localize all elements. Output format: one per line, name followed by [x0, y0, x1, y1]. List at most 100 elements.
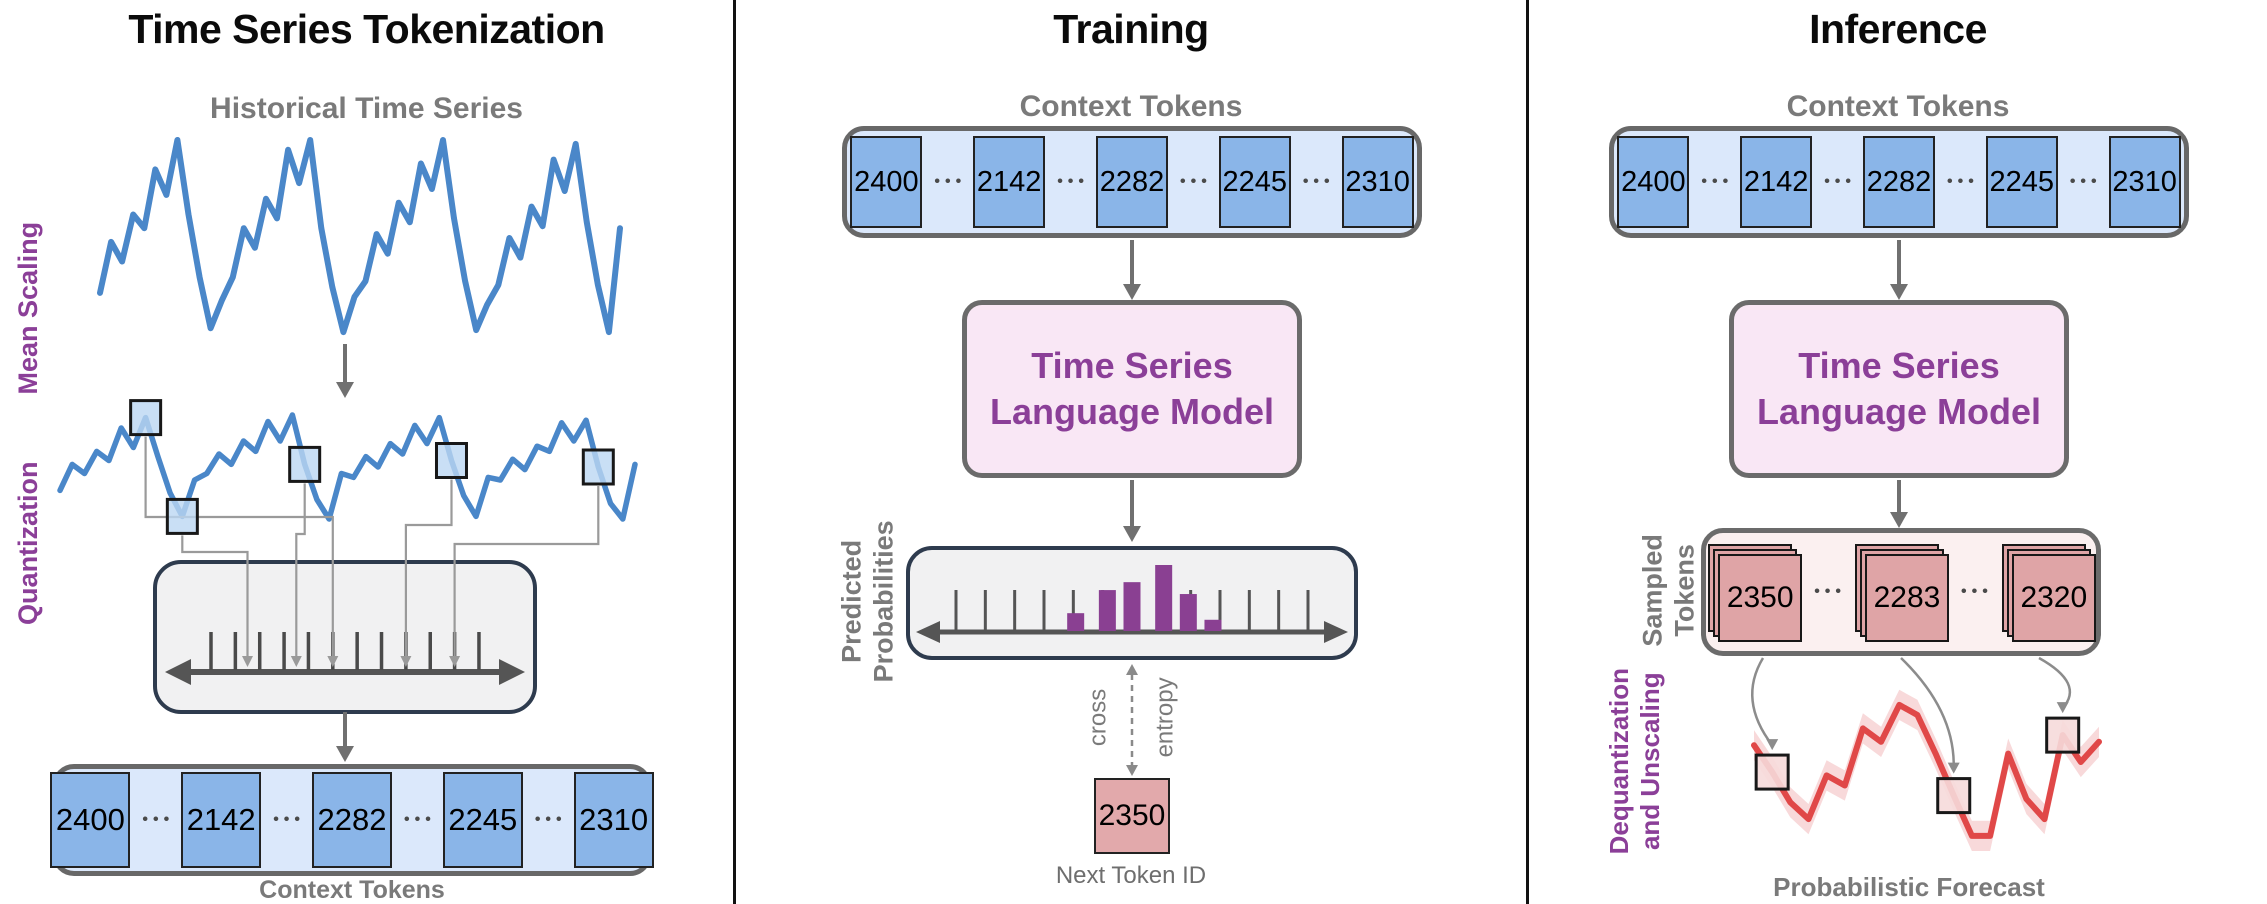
model-name-line2: Language Model [1756, 391, 2041, 432]
highlight-square [165, 497, 199, 535]
token-2142: 2142 [1740, 136, 1813, 228]
quantization-number-line [165, 659, 525, 685]
down-arrow-icon [1890, 240, 1908, 300]
arrowhead-icon [1947, 762, 1960, 774]
token-2142: 2142 [973, 136, 1046, 228]
context-token-row: 2400 ••• 2142 ••• 2282 ••• 2245 ••• 2310 [842, 126, 1422, 238]
quantization-connector [453, 486, 600, 656]
token-2245: 2245 [442, 772, 523, 868]
ellipsis-dots: ••• [1814, 583, 1846, 600]
sampled-token-arrow [1751, 657, 1774, 746]
connector-arrowhead-icon [242, 656, 253, 667]
probabilistic-forecast-chart [1751, 656, 2102, 851]
ellipsis-dots: ••• [1057, 173, 1089, 190]
quantization-connector [404, 479, 453, 656]
tokenization-diagram [57, 137, 638, 762]
scaled-series-line [57, 412, 638, 522]
ellipsis-dots: ••• [1701, 173, 1734, 190]
highlight-square [581, 448, 615, 486]
token-2400: 2400 [50, 772, 131, 868]
sampled-token-row: 2350 ••• 2283 ••• 2320 [1701, 528, 2101, 656]
panel-inference: Inference Context Tokens 2400 ••• 2142 ••• 2… [1529, 0, 2267, 904]
token-2310: 2310 [573, 772, 654, 868]
quantization-connector [295, 483, 306, 656]
sampled-tokens-label: Sampled Tokens [1637, 534, 1700, 647]
training-title: Training [1053, 6, 1209, 52]
cross-label: cross [1084, 688, 1112, 747]
panel-divider [1526, 0, 1529, 904]
quantization-connector [144, 436, 334, 656]
probability-bar [1098, 590, 1116, 631]
ellipsis-dots: ••• [404, 811, 436, 828]
token-2282: 2282 [1863, 136, 1935, 228]
model-name-line1: Time Series [1031, 344, 1233, 386]
ellipsis-dots: ••• [2069, 173, 2102, 190]
probabilities-number-line [916, 621, 1348, 643]
connector-arrowhead-icon [290, 656, 302, 667]
predicted-probabilities-chart [906, 546, 1358, 660]
down-arrow-icon [1123, 480, 1141, 542]
probability-bar [1204, 619, 1222, 631]
connector-arrowhead-icon [327, 656, 339, 667]
token-2142: 2142 [181, 772, 262, 868]
ellipsis-dots: ••• [1180, 173, 1212, 190]
arrowhead-icon [2056, 702, 2069, 714]
down-arrow-icon [1890, 480, 1908, 528]
highlight-square [434, 442, 468, 479]
probability-bar [1179, 594, 1197, 631]
token-2400: 2400 [1617, 136, 1690, 228]
quantization-connector [181, 535, 249, 656]
ellipsis-dots: ••• [534, 811, 567, 828]
tokenization-title: Time Series Tokenization [128, 6, 605, 52]
context-tokens-header: Context Tokens [1019, 90, 1243, 123]
mean-scaling-arrow-icon [336, 344, 354, 398]
panel-tokenization: Time Series Tokenization Historical Time… [0, 0, 733, 904]
probability-bar [1067, 613, 1085, 631]
ellipsis-dots: ••• [1961, 583, 1993, 600]
time-series-language-model-box: Time Series Language Model [1729, 300, 2069, 478]
model-name-line2: Language Model [989, 391, 1274, 432]
ellipsis-dots: ••• [934, 173, 967, 190]
token-2350: 2350 [1718, 554, 1803, 642]
context-tokens-header: Context Tokens [1786, 90, 2010, 123]
dequantized-token-square [1754, 753, 1790, 791]
historical-series-label: Historical Time Series [210, 92, 523, 125]
next-token-id-box: 2350 [1094, 778, 1170, 854]
ellipsis-dots: ••• [1947, 173, 1979, 190]
context-token-row: 2400 ••• 2142 ••• 2282 ••• 2245 ••• 2310 [50, 764, 654, 876]
highlight-square [129, 399, 163, 437]
token-2245: 2245 [1985, 136, 2058, 228]
token-2400: 2400 [850, 136, 923, 228]
arrowhead-icon [1766, 739, 1779, 751]
ellipsis-dots: ••• [1302, 173, 1335, 190]
model-name-line1: Time Series [1798, 344, 2000, 386]
forecast-line [1751, 701, 2102, 839]
next-token-id-label: Next Token ID [1055, 862, 1207, 889]
entropy-label: entropy [1151, 677, 1179, 758]
probability-bar [1123, 582, 1141, 631]
predicted-probabilities-label: Predicted Probabilities [836, 520, 899, 683]
sampled-token-arrow [1900, 657, 1955, 769]
token-2245: 2245 [1218, 136, 1291, 228]
probabilistic-forecast-label: Probabilistic Forecast [1773, 872, 2045, 902]
dequantized-token-square [1936, 777, 1972, 815]
context-token-row: 2400 ••• 2142 ••• 2282 ••• 2245 ••• 2310 [1609, 126, 2189, 238]
ellipsis-dots: ••• [142, 811, 175, 828]
probability-bar [1155, 565, 1173, 631]
panel-divider [733, 0, 736, 904]
highlight-square [288, 445, 322, 483]
cross-entropy-arrow [1126, 664, 1138, 776]
historical-series-line [97, 137, 623, 336]
panel-training: Training Context Tokens 2400 ••• 2142 ••• 22… [736, 0, 1526, 904]
ellipsis-dots: ••• [1824, 173, 1856, 190]
forecast-uncertainty-band [1754, 689, 2099, 851]
connector-arrowhead-icon [400, 656, 412, 667]
token-2282: 2282 [312, 772, 392, 868]
time-series-language-model-box: Time Series Language Model [962, 300, 1302, 478]
down-arrow-icon [1123, 240, 1141, 300]
inference-title: Inference [1809, 6, 1987, 52]
sampled-token-arrow [2038, 656, 2072, 709]
token-2320: 2320 [2011, 554, 2096, 642]
connector-arrowhead-icon [449, 656, 461, 667]
